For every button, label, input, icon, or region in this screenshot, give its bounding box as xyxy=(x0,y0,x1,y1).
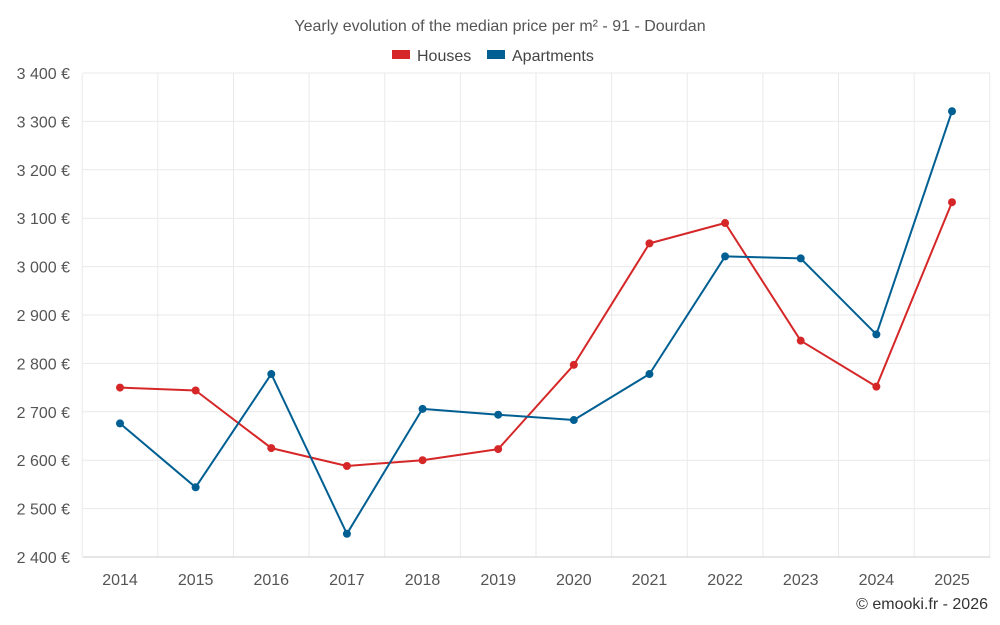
series xyxy=(116,107,956,538)
data-point-houses[interactable] xyxy=(721,219,730,228)
x-tick-label: 2020 xyxy=(556,572,592,589)
data-point-apartments[interactable] xyxy=(116,419,124,428)
x-tick-label: 2018 xyxy=(405,572,441,589)
x-tick-label: 2025 xyxy=(934,572,970,589)
legend-swatch-apartments[interactable] xyxy=(487,50,505,59)
data-point-houses[interactable] xyxy=(342,462,351,471)
legend-label-houses[interactable]: Houses xyxy=(417,48,471,65)
data-point-houses[interactable] xyxy=(418,456,427,465)
data-point-apartments[interactable] xyxy=(267,370,276,379)
x-tick-label: 2022 xyxy=(707,572,743,589)
x-tick-label: 2024 xyxy=(859,572,895,589)
y-tick-label: 3 400 € xyxy=(17,66,70,83)
x-tick-label: 2017 xyxy=(329,572,365,589)
y-tick-label: 3 000 € xyxy=(17,260,70,277)
credit-text: © emooki.fr - 2026 xyxy=(856,596,988,613)
legend-label-apartments[interactable]: Apartments xyxy=(512,48,594,65)
y-tick-label: 3 200 € xyxy=(17,163,70,180)
y-tick-label: 2 600 € xyxy=(17,453,70,470)
data-point-houses[interactable] xyxy=(948,198,956,207)
x-tick-label: 2016 xyxy=(253,572,289,589)
legend-swatch-houses[interactable] xyxy=(392,50,410,59)
y-tick-label: 2 800 € xyxy=(17,356,70,373)
data-point-apartments[interactable] xyxy=(948,107,956,116)
data-point-apartments[interactable] xyxy=(721,252,730,261)
data-point-apartments[interactable] xyxy=(645,370,654,379)
data-point-apartments[interactable] xyxy=(569,416,578,425)
data-point-apartments[interactable] xyxy=(342,529,351,538)
chart-title: Yearly evolution of the median price per… xyxy=(294,18,705,35)
data-point-houses[interactable] xyxy=(569,360,578,369)
grid-lines xyxy=(81,72,991,558)
data-point-houses[interactable] xyxy=(191,386,200,395)
series-line-houses xyxy=(119,201,953,467)
data-point-apartments[interactable] xyxy=(418,404,427,413)
data-point-houses[interactable] xyxy=(267,444,276,453)
data-point-houses[interactable] xyxy=(116,383,124,392)
data-point-apartments[interactable] xyxy=(796,254,805,263)
x-tick-label: 2014 xyxy=(102,572,138,589)
data-point-houses[interactable] xyxy=(494,445,503,454)
y-tick-label: 2 900 € xyxy=(17,308,70,325)
x-tick-label: 2015 xyxy=(178,572,214,589)
x-tick-label: 2019 xyxy=(480,572,516,589)
legend[interactable]: Houses Apartments xyxy=(392,48,594,65)
x-tick-label: 2021 xyxy=(632,572,668,589)
data-point-apartments[interactable] xyxy=(494,410,503,419)
series-line-apartments xyxy=(119,110,953,535)
y-tick-label: 3 300 € xyxy=(17,114,70,131)
x-axis: 2014 2015 2016 2017 2018 2019 2020 2021 2022 2023… xyxy=(83,556,990,589)
data-point-houses[interactable] xyxy=(645,239,654,248)
data-point-houses[interactable] xyxy=(872,382,881,391)
y-tick-label: 3 100 € xyxy=(17,211,70,228)
x-tick-label: 2023 xyxy=(783,572,819,589)
y-axis: 2 400 € 2 500 € 2 600 € 2 700 € 2 800 € 2 900… xyxy=(17,66,70,567)
y-tick-label: 2 400 € xyxy=(17,550,70,567)
data-point-houses[interactable] xyxy=(796,336,805,345)
y-tick-label: 2 700 € xyxy=(17,405,70,422)
data-point-apartments[interactable] xyxy=(872,330,881,339)
data-point-apartments[interactable] xyxy=(191,483,200,492)
y-tick-label: 2 500 € xyxy=(17,502,70,519)
